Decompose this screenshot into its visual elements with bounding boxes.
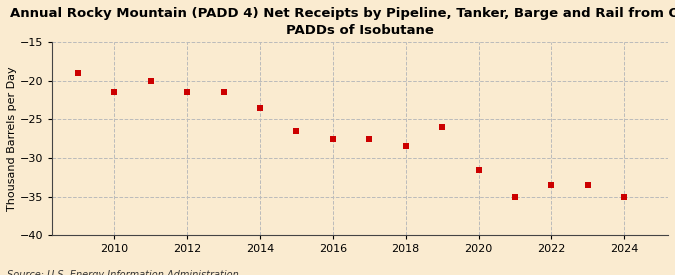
Y-axis label: Thousand Barrels per Day: Thousand Barrels per Day xyxy=(7,67,17,211)
Title: Annual Rocky Mountain (PADD 4) Net Receipts by Pipeline, Tanker, Barge and Rail : Annual Rocky Mountain (PADD 4) Net Recei… xyxy=(9,7,675,37)
Point xyxy=(619,194,630,199)
Point xyxy=(400,144,411,149)
Point xyxy=(291,129,302,133)
Text: Source: U.S. Energy Information Administration: Source: U.S. Energy Information Administ… xyxy=(7,271,238,275)
Point xyxy=(473,167,484,172)
Point xyxy=(546,183,557,187)
Point xyxy=(254,106,265,110)
Point xyxy=(437,125,448,130)
Point xyxy=(218,90,229,95)
Point xyxy=(182,90,192,95)
Point xyxy=(109,90,119,95)
Point xyxy=(145,79,156,83)
Point xyxy=(72,71,83,75)
Point xyxy=(364,137,375,141)
Point xyxy=(510,194,520,199)
Point xyxy=(327,137,338,141)
Point xyxy=(583,183,593,187)
